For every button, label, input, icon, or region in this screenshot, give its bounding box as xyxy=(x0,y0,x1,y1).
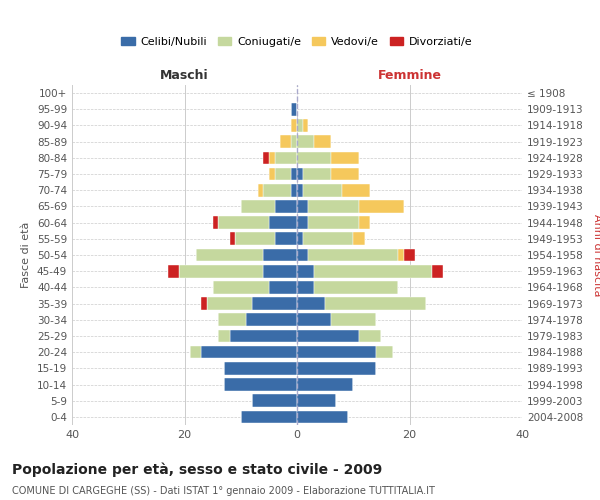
Bar xyxy=(190,346,202,358)
Bar xyxy=(297,168,302,180)
Bar xyxy=(297,119,302,132)
Bar xyxy=(308,216,359,229)
Bar xyxy=(207,298,252,310)
Bar xyxy=(241,410,297,423)
Bar xyxy=(212,281,269,293)
Text: COMUNE DI CARGEGHE (SS) - Dati ISTAT 1° gennaio 2009 - Elaborazione TUTTITALIA.I: COMUNE DI CARGEGHE (SS) - Dati ISTAT 1° … xyxy=(12,486,435,496)
Bar xyxy=(302,119,308,132)
Bar xyxy=(202,298,207,310)
Bar xyxy=(359,216,370,229)
Bar xyxy=(252,298,297,310)
Bar xyxy=(359,200,404,212)
Bar xyxy=(297,298,325,310)
Bar xyxy=(376,346,392,358)
Bar xyxy=(224,362,297,374)
Bar xyxy=(269,216,297,229)
Bar xyxy=(275,152,297,164)
Bar xyxy=(398,248,404,262)
Bar xyxy=(432,265,443,278)
Bar xyxy=(297,232,302,245)
Bar xyxy=(297,394,337,407)
Bar xyxy=(257,184,263,196)
Bar xyxy=(275,168,292,180)
Bar xyxy=(202,346,297,358)
Bar xyxy=(314,265,432,278)
Bar xyxy=(218,216,269,229)
Text: Maschi: Maschi xyxy=(160,69,209,82)
Bar xyxy=(353,232,365,245)
Bar xyxy=(302,184,342,196)
Bar xyxy=(292,119,297,132)
Bar xyxy=(247,314,297,326)
Bar xyxy=(297,216,308,229)
Bar xyxy=(179,265,263,278)
Bar xyxy=(308,200,359,212)
Bar xyxy=(263,184,292,196)
Bar xyxy=(224,378,297,391)
Legend: Celibi/Nubili, Coniugati/e, Vedovi/e, Divorziati/e: Celibi/Nubili, Coniugati/e, Vedovi/e, Di… xyxy=(117,33,477,52)
Bar xyxy=(229,232,235,245)
Bar xyxy=(297,248,308,262)
Bar xyxy=(314,136,331,148)
Bar xyxy=(235,232,275,245)
Bar xyxy=(292,136,297,148)
Bar xyxy=(297,314,331,326)
Bar xyxy=(263,265,297,278)
Bar xyxy=(297,136,314,148)
Bar xyxy=(218,330,229,342)
Bar xyxy=(404,248,415,262)
Text: Femmine: Femmine xyxy=(377,69,442,82)
Bar xyxy=(359,330,382,342)
Bar xyxy=(331,152,359,164)
Y-axis label: Anni di nascita: Anni di nascita xyxy=(592,214,600,296)
Bar xyxy=(297,410,347,423)
Bar xyxy=(167,265,179,278)
Bar xyxy=(269,281,297,293)
Bar xyxy=(269,168,275,180)
Bar xyxy=(252,394,297,407)
Bar xyxy=(275,232,297,245)
Bar xyxy=(314,281,398,293)
Bar xyxy=(302,168,331,180)
Bar xyxy=(196,248,263,262)
Bar xyxy=(292,103,297,116)
Bar xyxy=(297,362,376,374)
Bar xyxy=(302,232,353,245)
Bar xyxy=(297,281,314,293)
Bar xyxy=(218,314,247,326)
Bar xyxy=(263,152,269,164)
Bar xyxy=(263,248,297,262)
Bar xyxy=(292,168,297,180)
Bar xyxy=(275,200,297,212)
Text: Popolazione per età, sesso e stato civile - 2009: Popolazione per età, sesso e stato civil… xyxy=(12,462,382,477)
Bar xyxy=(325,298,427,310)
Bar xyxy=(229,330,297,342)
Bar xyxy=(297,184,302,196)
Bar xyxy=(297,330,359,342)
Bar xyxy=(212,216,218,229)
Bar xyxy=(308,248,398,262)
Bar xyxy=(297,346,376,358)
Bar xyxy=(297,200,308,212)
Bar xyxy=(331,314,376,326)
Bar xyxy=(241,200,275,212)
Bar xyxy=(297,378,353,391)
Bar xyxy=(297,152,331,164)
Y-axis label: Fasce di età: Fasce di età xyxy=(22,222,31,288)
Bar xyxy=(269,152,275,164)
Bar xyxy=(331,168,359,180)
Bar xyxy=(297,265,314,278)
Bar xyxy=(342,184,370,196)
Bar xyxy=(292,184,297,196)
Bar xyxy=(280,136,292,148)
